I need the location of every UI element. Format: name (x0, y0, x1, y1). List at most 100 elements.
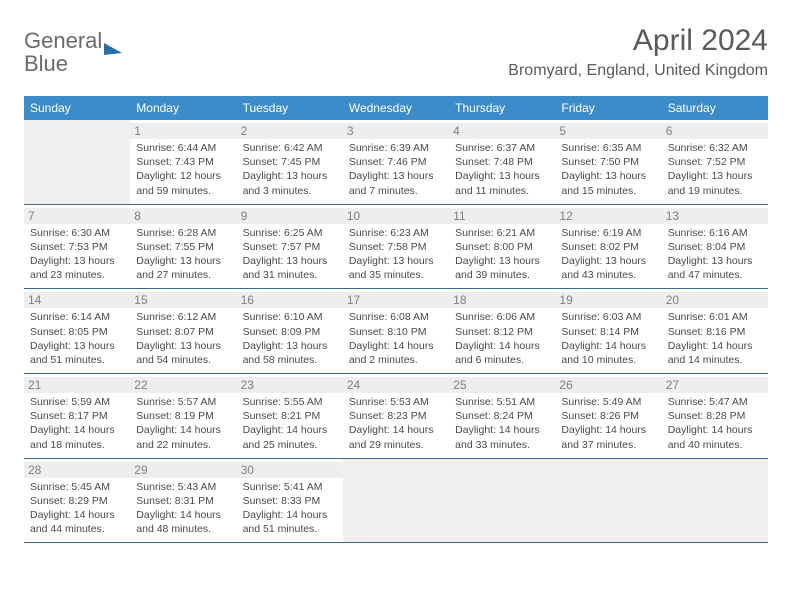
day-number: 27 (662, 377, 768, 393)
sunrise-text: Sunrise: 5:59 AM (30, 395, 124, 409)
daylight-text: Daylight: 14 hours (136, 423, 230, 437)
daylight-text: and 6 minutes. (455, 353, 549, 367)
sunrise-text: Sunrise: 5:53 AM (349, 395, 443, 409)
day-number: 20 (662, 292, 768, 308)
sunrise-text: Sunrise: 6:42 AM (243, 141, 337, 155)
daylight-text: Daylight: 13 hours (668, 169, 762, 183)
day-number: 11 (449, 208, 555, 224)
daylight-text: and 11 minutes. (455, 184, 549, 198)
sunrise-text: Sunrise: 6:37 AM (455, 141, 549, 155)
day-cell: 7Sunrise: 6:30 AMSunset: 7:53 PMDaylight… (24, 205, 130, 289)
daylight-text: and 27 minutes. (136, 268, 230, 282)
sunrise-text: Sunrise: 5:51 AM (455, 395, 549, 409)
day-number: 19 (555, 292, 661, 308)
day-cell: 6Sunrise: 6:32 AMSunset: 7:52 PMDaylight… (662, 120, 768, 204)
day-number: 10 (343, 208, 449, 224)
day-cell: 13Sunrise: 6:16 AMSunset: 8:04 PMDayligh… (662, 205, 768, 289)
sunset-text: Sunset: 8:00 PM (455, 240, 549, 254)
daylight-text: Daylight: 13 hours (243, 254, 337, 268)
day-number: 12 (555, 208, 661, 224)
day-number: 6 (662, 123, 768, 139)
daylight-text: Daylight: 14 hours (243, 508, 337, 522)
day-cell: 5Sunrise: 6:35 AMSunset: 7:50 PMDaylight… (555, 120, 661, 204)
calendar: Sunday Monday Tuesday Wednesday Thursday… (24, 96, 768, 543)
dow-friday: Friday (555, 96, 661, 120)
daylight-text: Daylight: 13 hours (455, 254, 549, 268)
daylight-text: Daylight: 14 hours (668, 423, 762, 437)
location-text: Bromyard, England, United Kingdom (508, 62, 768, 80)
day-cell: 11 Sunrise: 6:21 AMSunset: 8:00 PMDayligh… (449, 205, 555, 289)
day-cell: 18Sunrise: 6:06 AMSunset: 8:12 PMDayligh… (449, 289, 555, 373)
day-number: 25 (449, 377, 555, 393)
day-cell: 10Sunrise: 6:23 AMSunset: 7:58 PMDayligh… (343, 205, 449, 289)
day-cell: 23Sunrise: 5:55 AMSunset: 8:21 PMDayligh… (237, 374, 343, 458)
sunset-text: Sunset: 8:26 PM (561, 409, 655, 423)
day-number: 28 (24, 462, 130, 478)
day-number: 8 (130, 208, 236, 224)
daylight-text: Daylight: 13 hours (243, 339, 337, 353)
sunrise-text: Sunrise: 5:43 AM (136, 480, 230, 494)
week-row: 1Sunrise: 6:44 AMSunset: 7:43 PMDaylight… (24, 120, 768, 205)
sunrise-text: Sunrise: 6:35 AM (561, 141, 655, 155)
month-title: April 2024 (508, 24, 768, 58)
sunrise-text: Sunrise: 5:45 AM (30, 480, 124, 494)
day-number: 30 (237, 462, 343, 478)
sunset-text: Sunset: 7:43 PM (136, 155, 230, 169)
sunrise-text: Sunrise: 6:25 AM (243, 226, 337, 240)
dow-wednesday: Wednesday (343, 96, 449, 120)
week-row: 28Sunrise: 5:45 AMSunset: 8:29 PMDayligh… (24, 459, 768, 544)
daylight-text: Daylight: 13 hours (349, 254, 443, 268)
daylight-text: Daylight: 14 hours (455, 423, 549, 437)
sunset-text: Sunset: 7:58 PM (349, 240, 443, 254)
daylight-text: Daylight: 14 hours (30, 508, 124, 522)
daylight-text: and 37 minutes. (561, 438, 655, 452)
daylight-text: Daylight: 14 hours (668, 339, 762, 353)
title-block: April 2024 Bromyard, England, United Kin… (508, 24, 768, 80)
empty-cell (449, 459, 555, 543)
dow-monday: Monday (130, 96, 236, 120)
daylight-text: and 35 minutes. (349, 268, 443, 282)
sunset-text: Sunset: 7:45 PM (243, 155, 337, 169)
daylight-text: and 48 minutes. (136, 522, 230, 536)
daylight-text: and 47 minutes. (668, 268, 762, 282)
dow-thursday: Thursday (449, 96, 555, 120)
daylight-text: Daylight: 13 hours (561, 254, 655, 268)
sunrise-text: Sunrise: 6:21 AM (455, 226, 549, 240)
sunset-text: Sunset: 8:21 PM (243, 409, 337, 423)
sunrise-text: Sunrise: 5:49 AM (561, 395, 655, 409)
day-of-week-row: Sunday Monday Tuesday Wednesday Thursday… (24, 96, 768, 120)
sunset-text: Sunset: 8:28 PM (668, 409, 762, 423)
daylight-text: Daylight: 13 hours (668, 254, 762, 268)
day-cell: 15Sunrise: 6:12 AMSunset: 8:07 PMDayligh… (130, 289, 236, 373)
sunset-text: Sunset: 8:02 PM (561, 240, 655, 254)
daylight-text: and 7 minutes. (349, 184, 443, 198)
day-cell: 8Sunrise: 6:28 AMSunset: 7:55 PMDaylight… (130, 205, 236, 289)
day-number: 1 (130, 123, 236, 139)
day-cell: 3Sunrise: 6:39 AMSunset: 7:46 PMDaylight… (343, 120, 449, 204)
daylight-text: and 39 minutes. (455, 268, 549, 282)
daylight-text: Daylight: 13 hours (349, 169, 443, 183)
day-cell: 27 Sunrise: 5:47 AMSunset: 8:28 PMDayligh… (662, 374, 768, 458)
sunset-text: Sunset: 8:31 PM (136, 494, 230, 508)
empty-cell (343, 459, 449, 543)
daylight-text: and 43 minutes. (561, 268, 655, 282)
daylight-text: Daylight: 14 hours (243, 423, 337, 437)
day-number: 15 (130, 292, 236, 308)
daylight-text: Daylight: 14 hours (561, 339, 655, 353)
empty-cell (662, 459, 768, 543)
week-row: 14Sunrise: 6:14 AMSunset: 8:05 PMDayligh… (24, 289, 768, 374)
sunrise-text: Sunrise: 6:12 AM (136, 310, 230, 324)
day-number: 23 (237, 377, 343, 393)
sunrise-text: Sunrise: 5:47 AM (668, 395, 762, 409)
day-cell: 2Sunrise: 6:42 AMSunset: 7:45 PMDaylight… (237, 120, 343, 204)
day-number: 2 (237, 123, 343, 139)
sunrise-text: Sunrise: 6:39 AM (349, 141, 443, 155)
logo-text-part2: Blue (24, 51, 68, 76)
day-number: 7 (24, 208, 130, 224)
daylight-text: and 59 minutes. (136, 184, 230, 198)
day-number: 3 (343, 123, 449, 139)
day-cell: 22Sunrise: 5:57 AMSunset: 8:19 PMDayligh… (130, 374, 236, 458)
daylight-text: Daylight: 13 hours (136, 339, 230, 353)
daylight-text: Daylight: 14 hours (349, 423, 443, 437)
daylight-text: and 51 minutes. (30, 353, 124, 367)
